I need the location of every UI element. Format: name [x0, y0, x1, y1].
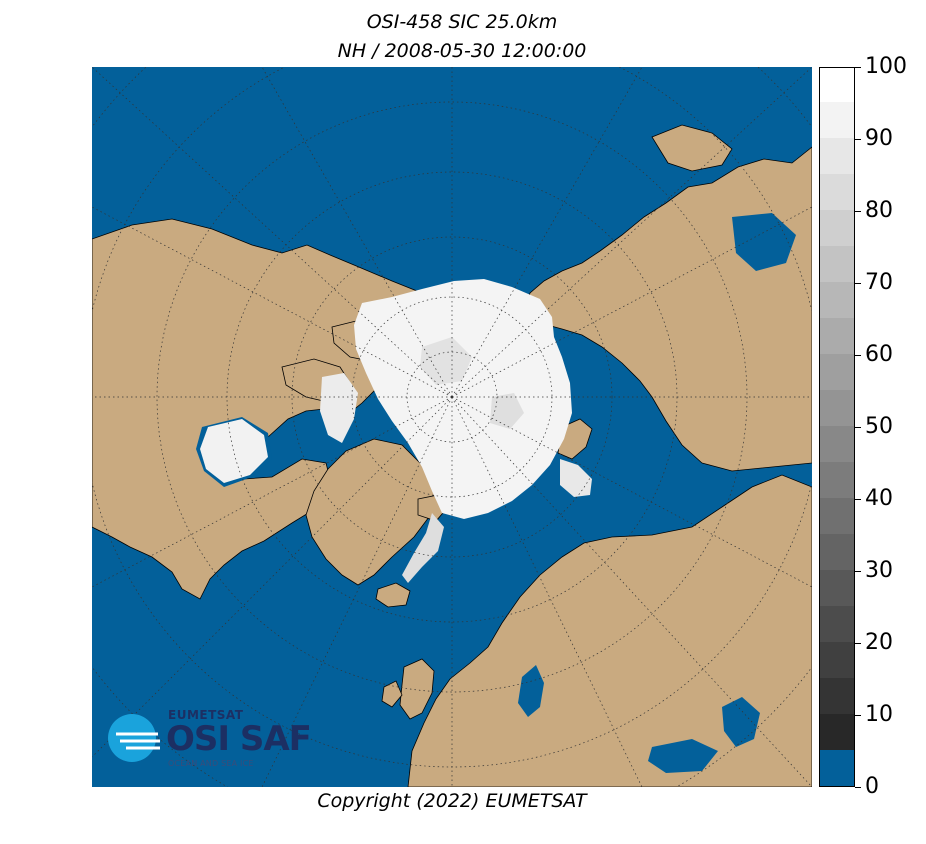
colorbar-tick-label: 60	[865, 342, 893, 367]
colorbar-tick-label: 80	[865, 198, 893, 223]
colorbar-step	[820, 102, 854, 138]
map-canvas	[92, 67, 812, 787]
sea-ice-map	[92, 67, 812, 787]
colorbar-tick	[855, 643, 861, 644]
caspian-sea	[722, 697, 760, 747]
colorbar-step	[820, 282, 854, 318]
landmass-europe	[407, 474, 812, 787]
colorbar-step	[820, 534, 854, 570]
colorbar-tick-label: 30	[865, 558, 893, 583]
colorbar-step	[820, 570, 854, 606]
map-title-line2: NH / 2008-05-30 12:00:00	[337, 40, 587, 62]
colorbar-tick	[855, 715, 861, 716]
ice-hudson-bay	[200, 419, 268, 483]
colorbar-step	[820, 462, 854, 498]
colorbar	[819, 67, 855, 787]
colorbar-tick	[855, 211, 861, 212]
baltic-sea	[518, 665, 544, 717]
graticule	[92, 67, 812, 787]
map-title-line1: OSI-458 SIC 25.0km	[366, 11, 558, 33]
colorbar-tick-label: 90	[865, 126, 893, 151]
colorbar-step	[820, 68, 854, 102]
logo-brand: EUMETSAT	[168, 708, 244, 722]
sea-of-okhotsk	[732, 213, 796, 271]
copyright-text: Copyright (2022) EUMETSAT	[317, 790, 587, 812]
sea-ice-layer	[200, 279, 592, 583]
black-sea	[648, 739, 718, 773]
ice-east-greenland	[402, 513, 444, 583]
colorbar-tick-label: 20	[865, 630, 893, 655]
ice-baffin	[320, 373, 358, 443]
landmass-iceland	[375, 582, 411, 608]
colorbar-step	[820, 642, 854, 678]
colorbar-tick	[855, 427, 861, 428]
colorbar-step	[820, 318, 854, 354]
colorbar-step	[820, 498, 854, 534]
osisaf-logo: EUMETSAT OSI SAF OCEAN AND SEA ICE	[106, 706, 326, 776]
colorbar-step	[820, 390, 854, 426]
colorbar-tick	[855, 283, 861, 284]
colorbar-step	[820, 174, 854, 210]
landmass-greenland	[305, 438, 437, 586]
colorbar-step	[820, 246, 854, 282]
osisaf-wave-icon	[108, 714, 160, 762]
landmass-british-isles	[399, 658, 435, 720]
ice-arctic-basin	[354, 279, 572, 519]
colorbar-step	[820, 606, 854, 642]
colorbar-tick-label: 100	[865, 54, 907, 79]
colorbar-step	[820, 138, 854, 174]
colorbar-step	[820, 750, 854, 786]
colorbar-tick-label: 50	[865, 414, 893, 439]
logo-product: OSI SAF	[166, 719, 312, 759]
colorbar-step	[820, 714, 854, 750]
colorbar-step	[820, 426, 854, 462]
colorbar-step	[820, 210, 854, 246]
colorbar-tick-label: 0	[865, 774, 879, 799]
colorbar-tick-label: 70	[865, 270, 893, 295]
colorbar-tick-label: 10	[865, 702, 893, 727]
colorbar-tick	[855, 139, 861, 140]
colorbar-tick	[855, 499, 861, 500]
colorbar-tick-label: 40	[865, 486, 893, 511]
logo-tagline: OCEAN AND SEA ICE	[168, 759, 254, 768]
colorbar-tick	[855, 355, 861, 356]
colorbar-tick	[855, 67, 861, 68]
colorbar-tick	[855, 787, 861, 788]
ice-pack-gray	[420, 337, 472, 385]
ice-kara	[560, 459, 592, 497]
colorbar-tick	[855, 571, 861, 572]
colorbar-step	[820, 678, 854, 714]
colorbar-step	[820, 354, 854, 390]
